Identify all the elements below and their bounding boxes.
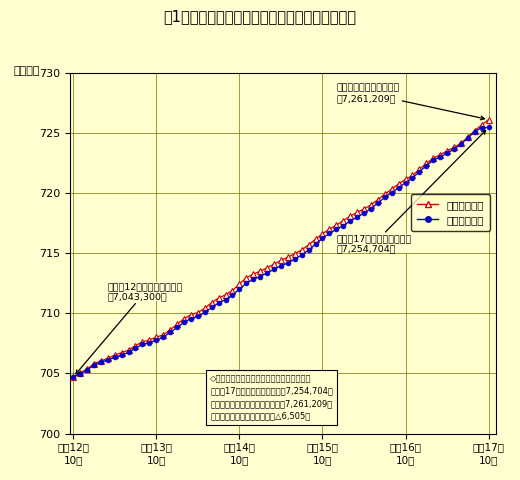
Line: 改定前総人口: 改定前総人口 — [70, 117, 491, 380]
Text: ◇国勢調査結果と人口動向調査推計値との差
　平成17年国勢調査結果　　　7,254,704人
－）　人口動向調査推計値　　　7,261,209人
　　　　　　　: ◇国勢調査結果と人口動向調査推計値との差 平成17年国勢調査結果 7,254,7… — [210, 374, 333, 420]
Line: 改定後総人口: 改定後総人口 — [71, 125, 491, 380]
改定後総人口 — [215, 300, 222, 306]
改定前総人口 — [486, 117, 492, 122]
Text: 【人口動向調査推計値】
　7,261,209人: 【人口動向調査推計値】 7,261,209人 — [336, 84, 485, 120]
Text: 【平成17年国勢調査結果】
　7,254,704人: 【平成17年国勢調査結果】 7,254,704人 — [336, 131, 486, 253]
改定前総人口 — [215, 295, 222, 301]
改定後総人口 — [486, 125, 492, 131]
改定後総人口 — [167, 330, 173, 336]
Y-axis label: （万人）: （万人） — [14, 66, 40, 76]
改定前総人口 — [319, 231, 326, 237]
改定後総人口 — [292, 256, 298, 262]
改定後総人口 — [430, 157, 436, 163]
改定後総人口 — [319, 235, 326, 241]
改定後総人口 — [153, 337, 160, 343]
改定前総人口 — [292, 251, 298, 257]
改定前総人口 — [430, 156, 436, 161]
Text: 図1　国勢調査結果に基づく総人口の改定（県）: 図1 国勢調査結果に基づく総人口の改定（県） — [163, 10, 357, 24]
Legend: 改定前総人口, 改定後総人口: 改定前総人口, 改定後総人口 — [411, 193, 490, 231]
Text: 【平成12年国勢調査結果】
　7,043,300人: 【平成12年国勢調査結果】 7,043,300人 — [76, 282, 183, 374]
改定前総人口 — [70, 374, 76, 380]
改定後総人口 — [70, 374, 76, 380]
改定前総人口 — [167, 327, 173, 333]
改定前総人口 — [153, 334, 160, 340]
